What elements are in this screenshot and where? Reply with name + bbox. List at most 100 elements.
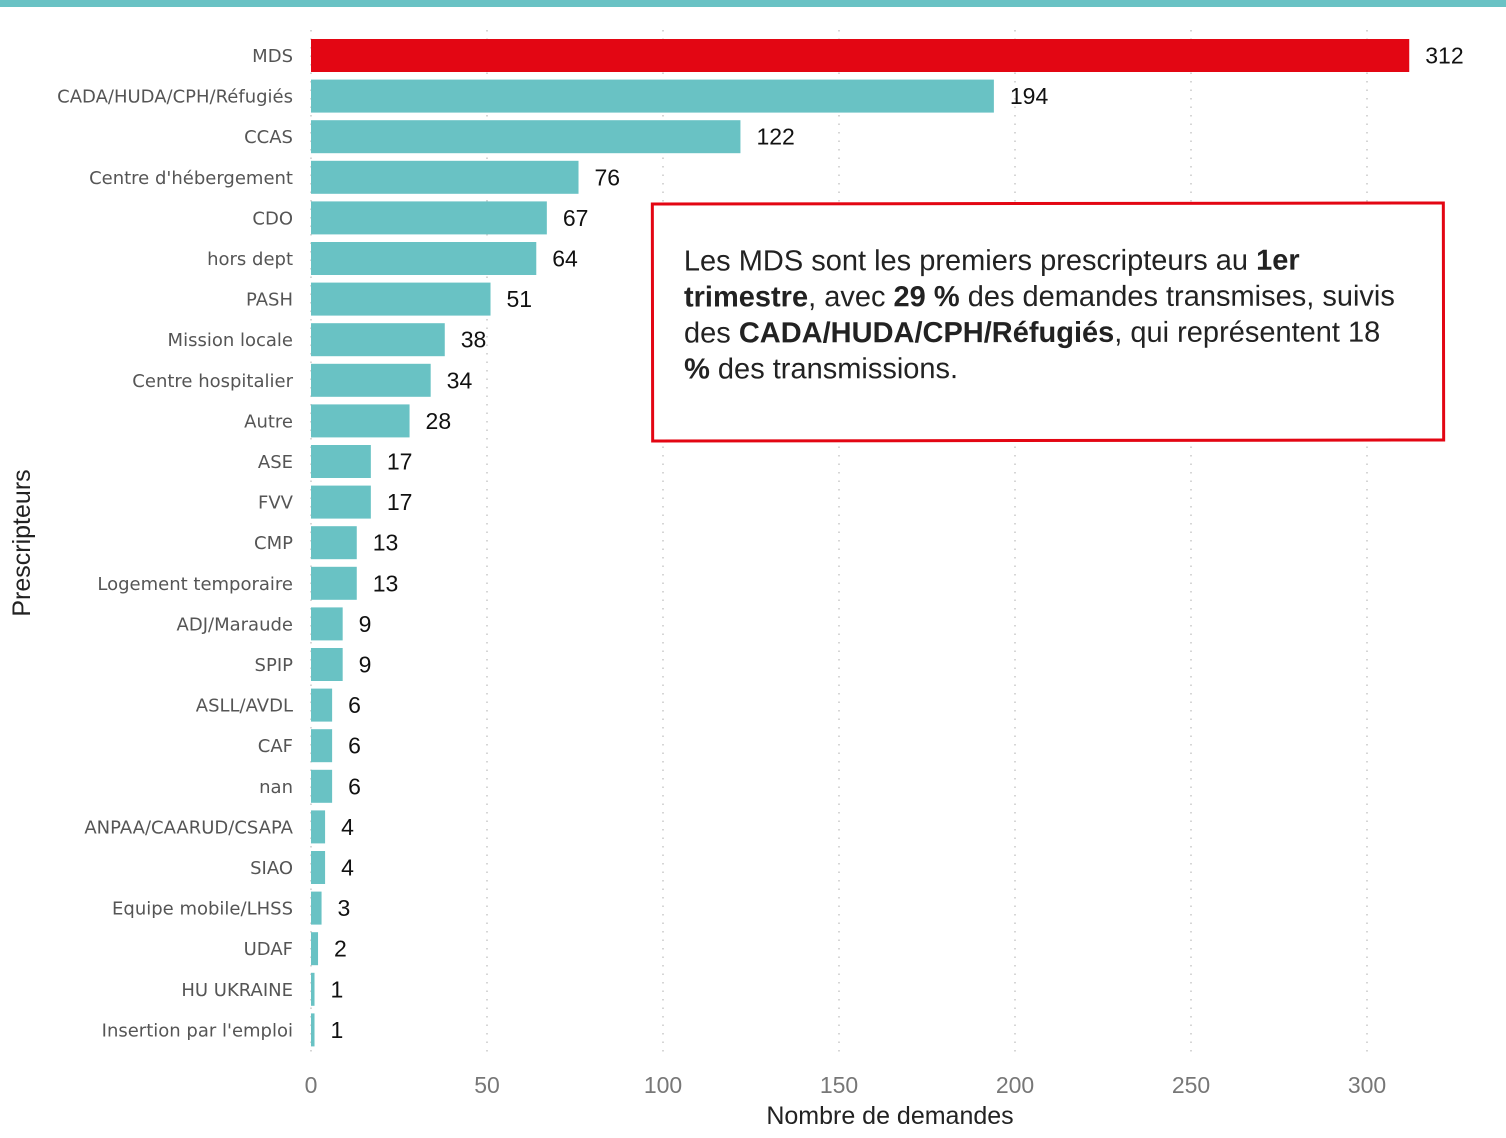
value-label: 3	[338, 895, 351, 921]
bar	[311, 607, 343, 641]
value-label: 6	[348, 692, 361, 718]
category-label: ANPAA/CAARUD/CSAPA	[84, 817, 293, 838]
x-tick-label: 300	[1348, 1072, 1386, 1098]
bar	[311, 120, 741, 154]
annotation-box: Les MDS sont les premiers prescripteurs …	[650, 201, 1446, 443]
x-tick-labels: 0 50 100 150 200 250 300	[305, 1072, 1387, 1098]
category-label: CDO	[252, 208, 293, 229]
x-tick-label: 200	[996, 1072, 1034, 1098]
bar	[311, 526, 357, 560]
category-label: nan	[259, 777, 293, 798]
category-label: SIAO	[250, 858, 293, 879]
value-label: 13	[373, 570, 399, 596]
bar	[311, 648, 343, 681]
category-label: Centre hospitalier	[132, 371, 293, 392]
value-label: 9	[359, 652, 372, 678]
bar	[311, 323, 445, 357]
bar	[311, 810, 326, 844]
category-labels: MDS CADA/HUDA/CPH/Réfugiés CCAS Centre d'hé…	[57, 46, 294, 1041]
value-label: 1	[331, 1017, 344, 1043]
category-label: CADA/HUDA/CPH/Réfugiés	[57, 87, 293, 108]
bars	[311, 39, 1410, 1047]
bar	[311, 201, 547, 235]
category-label: PASH	[246, 290, 293, 311]
y-axis-title: Prescripteurs	[8, 469, 36, 616]
category-label: SPIP	[255, 655, 294, 676]
annotation-emphasis: CADA/HUDA/CPH/Réfugiés	[738, 316, 1115, 350]
category-label: ASLL/AVDL	[196, 696, 293, 717]
category-label: Logement temporaire	[97, 574, 293, 595]
category-label: Equipe mobile/LHSS	[112, 899, 293, 920]
x-axis-title: Nombre de demandes	[766, 1102, 1013, 1130]
value-label: 51	[507, 286, 533, 312]
bar	[311, 79, 994, 113]
annotation-emphasis: %	[684, 353, 710, 386]
value-label: 312	[1425, 43, 1463, 69]
value-label: 28	[426, 408, 452, 434]
bar	[311, 769, 333, 803]
annotation-text: Les MDS sont les premiers prescripteurs …	[684, 242, 1414, 387]
value-label: 9	[359, 611, 372, 637]
category-label: UDAF	[244, 939, 293, 960]
annotation-fragment: Les MDS sont les premiers prescripteurs …	[683, 244, 1257, 278]
category-label: CCAS	[244, 127, 293, 148]
grid-lines	[310, 30, 1368, 1055]
x-tick-label: 150	[820, 1072, 858, 1098]
bar	[311, 363, 431, 397]
value-label: 2	[334, 936, 347, 962]
annotation-fragment: , qui représentent 18	[1114, 316, 1381, 349]
x-tick-label: 100	[644, 1072, 682, 1098]
bar	[311, 566, 357, 600]
x-tick-label: 50	[474, 1072, 500, 1098]
category-label: hors dept	[207, 249, 293, 270]
category-label: Insertion par l'emploi	[102, 1020, 293, 1041]
bar	[311, 972, 315, 1006]
bar	[311, 485, 371, 519]
value-label: 64	[552, 246, 578, 272]
bar	[311, 404, 410, 438]
category-label: Autre	[244, 411, 293, 432]
bar	[311, 688, 333, 722]
bar	[311, 282, 491, 316]
bar	[311, 932, 319, 966]
value-label: 67	[563, 205, 589, 231]
category-label: MDS	[252, 46, 293, 67]
value-label: 6	[348, 733, 361, 759]
category-label: Centre d'hébergement	[89, 168, 293, 189]
annotation-fragment: , avec	[808, 281, 894, 314]
category-label: Mission locale	[168, 330, 293, 351]
bar	[311, 242, 537, 275]
value-label: 34	[447, 367, 473, 393]
category-label: HU UKRAINE	[181, 980, 293, 1001]
x-tick-label: 0	[305, 1072, 318, 1098]
value-labels: 3121941227667645138342817171313996664432…	[331, 43, 1464, 1043]
value-label: 17	[387, 489, 413, 515]
bar	[311, 445, 371, 478]
value-label: 4	[341, 855, 354, 881]
value-label: 122	[756, 124, 794, 150]
value-label: 4	[341, 814, 354, 840]
value-label: 38	[461, 327, 487, 353]
value-label: 76	[595, 164, 621, 190]
category-label: CAF	[258, 736, 293, 757]
category-label: CMP	[254, 533, 293, 554]
bar	[311, 1013, 315, 1047]
category-label: ASE	[258, 452, 293, 473]
annotation-fragment: des transmissions.	[709, 353, 959, 386]
bar	[311, 39, 1410, 72]
x-tick-label: 250	[1172, 1072, 1210, 1098]
value-label: 17	[387, 449, 413, 475]
bar	[311, 851, 326, 884]
bar	[311, 160, 579, 194]
value-label: 194	[1010, 83, 1049, 109]
top-accent-strip	[0, 0, 1506, 7]
value-label: 13	[373, 530, 399, 556]
bar	[311, 891, 322, 925]
category-label: FVV	[258, 493, 294, 514]
value-label: 6	[348, 773, 361, 799]
annotation-emphasis: 29 %	[893, 281, 960, 314]
value-label: 1	[331, 976, 344, 1002]
category-label: ADJ/Maraude	[177, 614, 293, 635]
bar	[311, 729, 333, 763]
